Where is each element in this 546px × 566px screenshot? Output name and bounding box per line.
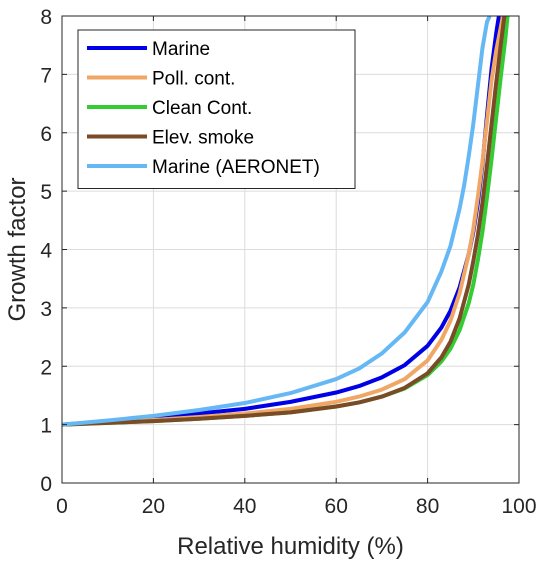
y-tick-label: 0 [40, 473, 52, 496]
x-tick-label: 0 [56, 495, 68, 518]
y-axis-label: Growth factor [4, 177, 31, 321]
legend-label: Marine [152, 39, 210, 60]
x-tick-label: 100 [501, 495, 536, 518]
y-tick-label: 5 [40, 181, 52, 204]
x-axis-label: Relative humidity (%) [177, 533, 404, 560]
x-tick-label: 60 [325, 495, 348, 518]
y-tick-label: 1 [40, 415, 52, 438]
legend-box [77, 29, 356, 189]
x-tick-label: 80 [416, 495, 439, 518]
legend-label: Poll. cont. [152, 69, 235, 90]
series-line-poll-cont [62, 16, 505, 427]
x-tick-label: 40 [233, 495, 256, 518]
y-tick-label: 7 [40, 64, 52, 87]
series-line-marine-aeronet [62, 16, 492, 427]
y-tick-label: 2 [40, 356, 52, 379]
y-tick-label: 8 [40, 6, 52, 29]
series-group [62, 16, 510, 427]
y-tick-label: 6 [40, 123, 52, 146]
x-tick-label: 20 [142, 495, 165, 518]
legend-label: Clean Cont. [152, 98, 252, 119]
legend: Marine Poll. cont. Clean Cont. Elev. smoke M… [77, 29, 356, 189]
y-tick-label: 3 [40, 298, 52, 321]
series-line-elev-smoke [62, 16, 507, 427]
y-tick-label: 4 [40, 240, 52, 263]
ticks: 0 20 40 60 80 100 0 1 2 3 4 5 6 7 8 [40, 6, 536, 518]
legend-label: Elev. smoke [152, 128, 254, 149]
legend-label: Marine (AERONET) [152, 157, 320, 178]
